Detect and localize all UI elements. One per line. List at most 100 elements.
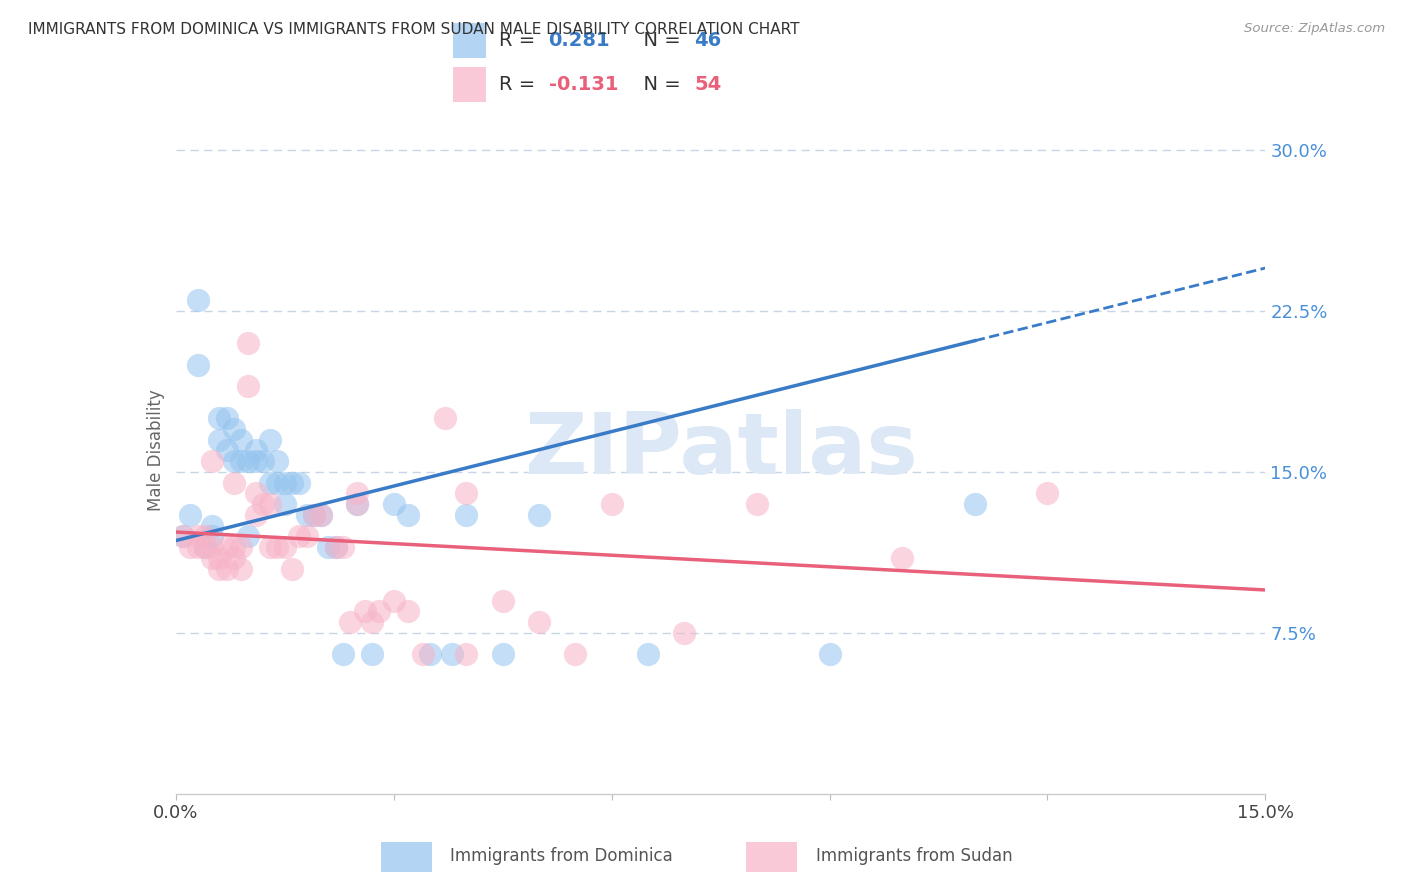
Point: [274, 475, 297, 490]
Point: [527, 615, 550, 630]
Point: [382, 593, 405, 607]
Bar: [381, 842, 432, 872]
Point: [281, 561, 304, 575]
Point: [412, 648, 434, 662]
Point: [564, 648, 586, 662]
Point: [201, 518, 224, 533]
Point: [1036, 486, 1059, 500]
Point: [433, 411, 456, 425]
Text: Immigrants from Sudan: Immigrants from Sudan: [815, 847, 1012, 865]
Point: [302, 508, 325, 522]
Point: [238, 454, 260, 468]
Point: [360, 648, 382, 662]
Point: [309, 508, 332, 522]
Point: [266, 540, 288, 554]
Point: [238, 379, 260, 393]
Point: [368, 604, 391, 618]
Point: [172, 529, 194, 543]
Point: [353, 604, 375, 618]
Point: [309, 508, 332, 522]
Point: [208, 561, 231, 575]
Point: [456, 486, 478, 500]
Point: [456, 508, 478, 522]
Point: [346, 497, 368, 511]
Point: [456, 648, 478, 662]
Point: [231, 433, 253, 447]
Point: [186, 540, 209, 554]
Point: [259, 540, 281, 554]
Text: IMMIGRANTS FROM DOMINICA VS IMMIGRANTS FROM SUDAN MALE DISABILITY CORRELATION CH: IMMIGRANTS FROM DOMINICA VS IMMIGRANTS F…: [28, 22, 800, 37]
Point: [231, 454, 253, 468]
Point: [382, 497, 405, 511]
Point: [288, 475, 311, 490]
Point: [186, 529, 209, 543]
Point: [259, 497, 281, 511]
Y-axis label: Male Disability: Male Disability: [146, 390, 165, 511]
Point: [600, 497, 623, 511]
Point: [245, 486, 267, 500]
Point: [295, 508, 318, 522]
Text: Source: ZipAtlas.com: Source: ZipAtlas.com: [1244, 22, 1385, 36]
Point: [274, 540, 297, 554]
Bar: [453, 67, 486, 103]
Point: [222, 422, 245, 436]
Point: [274, 497, 297, 511]
Point: [186, 293, 209, 308]
Text: ZIPatlas: ZIPatlas: [523, 409, 918, 492]
Text: 54: 54: [695, 75, 721, 94]
Point: [492, 648, 515, 662]
Point: [396, 604, 419, 618]
Point: [281, 475, 304, 490]
Point: [179, 540, 201, 554]
Point: [245, 454, 267, 468]
Point: [245, 443, 267, 458]
Point: [238, 529, 260, 543]
Point: [208, 411, 231, 425]
Point: [963, 497, 986, 511]
Point: [231, 561, 253, 575]
Point: [360, 615, 382, 630]
Point: [201, 550, 224, 565]
Point: [492, 593, 515, 607]
Point: [222, 540, 245, 554]
Bar: [453, 22, 486, 58]
Point: [325, 540, 347, 554]
Point: [259, 475, 281, 490]
Point: [266, 475, 288, 490]
Point: [194, 529, 217, 543]
Text: Immigrants from Dominica: Immigrants from Dominica: [450, 847, 673, 865]
Point: [288, 529, 311, 543]
Point: [179, 508, 201, 522]
Point: [186, 358, 209, 372]
Text: -0.131: -0.131: [548, 75, 619, 94]
Point: [215, 540, 238, 554]
Point: [419, 648, 441, 662]
Point: [318, 540, 340, 554]
Text: N =: N =: [631, 75, 688, 94]
Point: [325, 540, 347, 554]
Point: [215, 561, 238, 575]
Point: [208, 433, 231, 447]
Point: [252, 454, 274, 468]
Text: N =: N =: [631, 31, 688, 50]
Text: 46: 46: [695, 31, 721, 50]
Bar: [747, 842, 797, 872]
Point: [215, 443, 238, 458]
Point: [332, 648, 354, 662]
Point: [346, 486, 368, 500]
Point: [891, 550, 914, 565]
Point: [222, 550, 245, 565]
Point: [745, 497, 768, 511]
Point: [295, 529, 318, 543]
Point: [259, 433, 281, 447]
Point: [222, 454, 245, 468]
Point: [194, 540, 217, 554]
Point: [201, 540, 224, 554]
Point: [201, 529, 224, 543]
Point: [201, 454, 224, 468]
Point: [252, 497, 274, 511]
Point: [222, 475, 245, 490]
Point: [396, 508, 419, 522]
Text: R =: R =: [499, 31, 541, 50]
Point: [332, 540, 354, 554]
